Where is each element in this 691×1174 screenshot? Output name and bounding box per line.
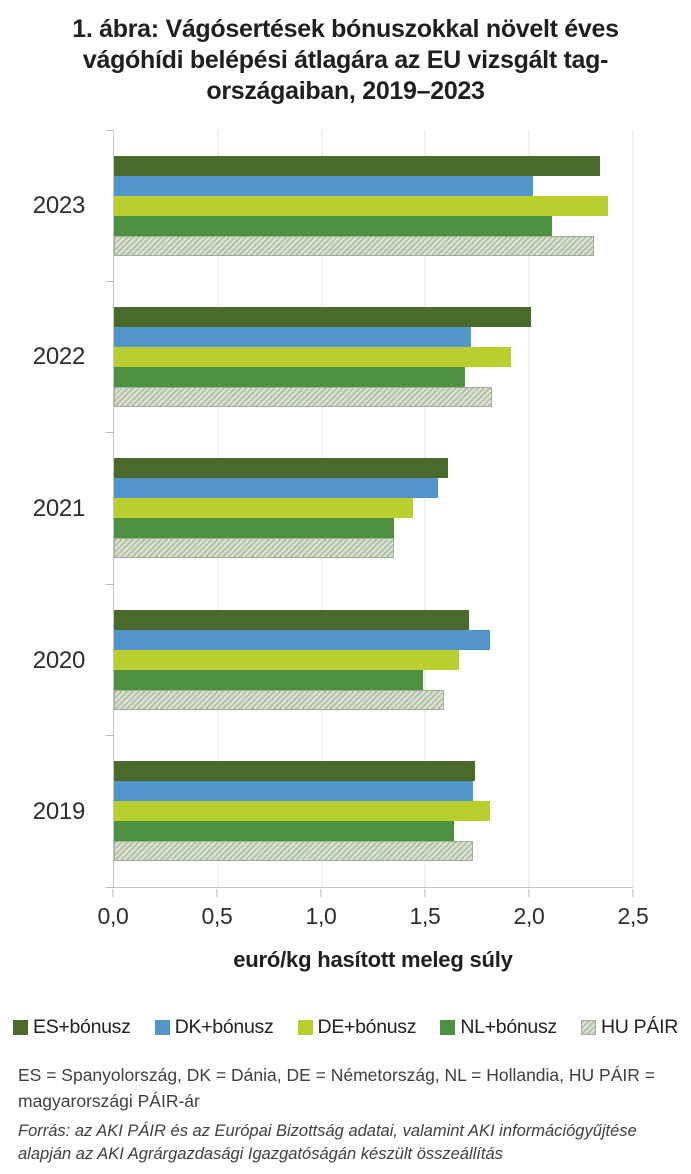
legend-item-es-bonusz: ES+bónusz bbox=[13, 1016, 131, 1039]
y-tick-mark bbox=[106, 280, 114, 282]
x-tick-mark bbox=[632, 889, 634, 897]
bar-de-bonusz-2022 bbox=[114, 347, 511, 368]
bar-de-bonusz-2021 bbox=[114, 498, 413, 519]
bar-nl-bonusz-2020 bbox=[114, 669, 424, 690]
x-tick-label: 1,5 bbox=[409, 903, 441, 929]
bar-es-bonusz-2022 bbox=[114, 307, 532, 328]
y-tick-mark bbox=[106, 129, 114, 131]
x-tick-label: 0,5 bbox=[201, 903, 233, 929]
legend-swatch-dk-bonusz bbox=[154, 1020, 170, 1035]
bar-es-bonusz-2020 bbox=[114, 609, 469, 630]
y-axis-label-2021: 2021 bbox=[32, 495, 86, 522]
y-tick-mark bbox=[106, 432, 114, 434]
bar-es-bonusz-2021 bbox=[114, 458, 449, 479]
legend-label-es-bonusz: ES+bónusz bbox=[33, 1016, 131, 1038]
bar-hu-pair-2020 bbox=[114, 689, 445, 710]
bar-de-bonusz-2020 bbox=[114, 649, 459, 670]
legend-swatch-nl-bonusz bbox=[440, 1020, 456, 1035]
bar-es-bonusz-2019 bbox=[114, 761, 476, 782]
x-tick-mark bbox=[528, 889, 530, 897]
source-note: Forrás: az AKI PÁIR és az Európai Bizott… bbox=[18, 1122, 637, 1163]
legend-label-dk-bonusz: DK+bónusz bbox=[174, 1016, 274, 1038]
gridline-2,5 bbox=[632, 130, 634, 887]
chart-title: 1. ábra: Vágósertések bónuszokkal növelt… bbox=[72, 15, 619, 105]
x-tick-mark bbox=[216, 889, 218, 897]
x-axis-label: euró/kg hasított meleg súly bbox=[233, 947, 513, 972]
abbreviation-note: ES = Spanyolország, DK = Dánia, DE = Ném… bbox=[18, 1065, 655, 1111]
legend: ES+bónusz DK+bónusz DE+bónusz NL+bónusz HU P… bbox=[0, 1016, 691, 1039]
bar-group-2023 bbox=[114, 130, 633, 281]
bar-hu-pair-2022 bbox=[114, 387, 492, 408]
bar-de-bonusz-2023 bbox=[114, 195, 609, 216]
legend-swatch-de-bonusz bbox=[297, 1020, 313, 1035]
gridline-1,5 bbox=[424, 130, 426, 887]
y-tick-mark bbox=[106, 735, 114, 737]
legend-swatch-hu-pair bbox=[581, 1020, 596, 1035]
y-tick-mark bbox=[106, 886, 114, 888]
y-axis-label-2022: 2022 bbox=[32, 343, 86, 371]
x-tick-label: 2,0 bbox=[513, 903, 545, 929]
y-axis-label-2019: 2019 bbox=[32, 798, 86, 826]
bar-nl-bonusz-2023 bbox=[114, 215, 553, 236]
bar-hu-pair-2021 bbox=[114, 538, 395, 559]
legend-item-hu-pair: HU PÁIR bbox=[581, 1016, 678, 1039]
bar-hu-pair-2023 bbox=[114, 235, 594, 256]
bar-dk-bonusz-2019 bbox=[114, 781, 474, 802]
x-tick-label: 2,5 bbox=[617, 903, 649, 929]
bar-dk-bonusz-2020 bbox=[114, 629, 490, 650]
legend-item-dk-bonusz: DK+bónusz bbox=[154, 1016, 274, 1039]
x-tick-label: 1,0 bbox=[305, 903, 337, 929]
x-axis: 0,0 0,5 1,0 1,5 2,0 2,5 bbox=[97, 889, 649, 944]
bar-de-bonusz-2019 bbox=[114, 801, 490, 822]
plot-area bbox=[106, 129, 634, 888]
x-tick-mark bbox=[424, 889, 426, 897]
bar-hu-pair-2019 bbox=[114, 841, 474, 862]
bar-group-2020 bbox=[114, 584, 633, 735]
bar-group-2022 bbox=[114, 281, 633, 432]
gridline-2,0 bbox=[528, 130, 530, 887]
x-tick-mark bbox=[112, 889, 114, 897]
legend-label-de-bonusz: DE+bónusz bbox=[317, 1016, 417, 1038]
x-tick-mark bbox=[320, 889, 322, 897]
legend-item-de-bonusz: DE+bónusz bbox=[297, 1016, 417, 1039]
bar-nl-bonusz-2019 bbox=[114, 821, 455, 842]
legend-label-nl-bonusz: NL+bónusz bbox=[460, 1016, 557, 1038]
bar-es-bonusz-2023 bbox=[114, 155, 600, 176]
bar-dk-bonusz-2021 bbox=[114, 478, 438, 499]
bar-group-2019 bbox=[114, 736, 633, 887]
bar-dk-bonusz-2022 bbox=[114, 327, 472, 348]
y-tick-mark bbox=[106, 583, 114, 585]
legend-label-hu-pair: HU PÁIR bbox=[601, 1016, 678, 1038]
bar-dk-bonusz-2023 bbox=[114, 175, 534, 196]
y-axis-label-2020: 2020 bbox=[32, 646, 86, 674]
bar-nl-bonusz-2021 bbox=[114, 518, 395, 539]
bar-nl-bonusz-2022 bbox=[114, 367, 465, 388]
legend-item-nl-bonusz: NL+bónusz bbox=[440, 1016, 557, 1039]
y-axis: 2023 2022 2021 2020 2019 bbox=[0, 130, 113, 888]
bar-group-2021 bbox=[114, 433, 633, 584]
legend-swatch-es-bonusz bbox=[13, 1020, 28, 1035]
y-axis-label-2023: 2023 bbox=[32, 191, 86, 219]
x-tick-label: 0,0 bbox=[97, 903, 129, 929]
